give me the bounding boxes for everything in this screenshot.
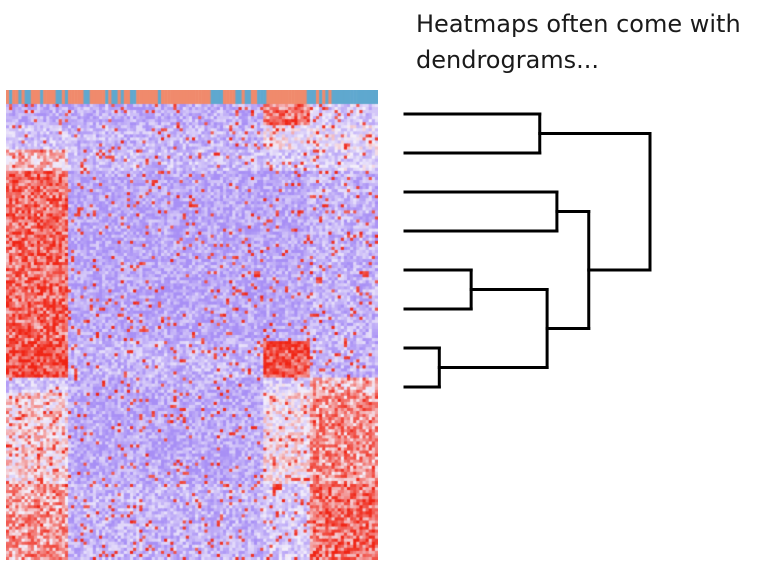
heatmap-canvas bbox=[6, 90, 378, 560]
caption-line-1: Heatmaps often come with bbox=[416, 10, 741, 38]
dendrogram bbox=[403, 112, 652, 389]
heatmap bbox=[6, 90, 378, 560]
caption: Heatmaps often come with dendrograms... bbox=[416, 6, 772, 78]
caption-line-2: dendrograms... bbox=[416, 46, 600, 74]
